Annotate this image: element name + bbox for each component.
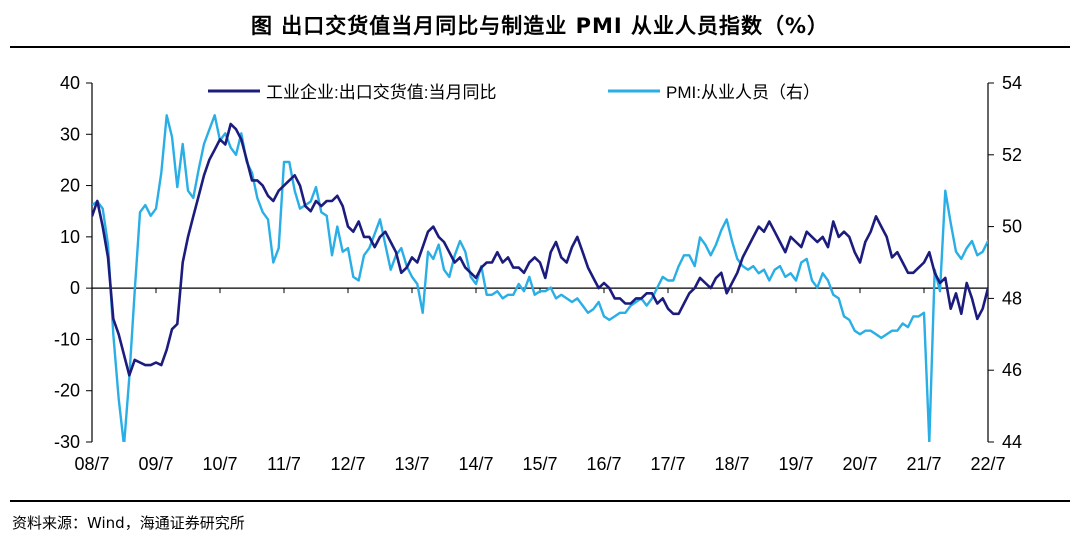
legend-label-export: 工业企业:出口交货值:当月同比 bbox=[266, 83, 496, 102]
x-tick-label: 20/7 bbox=[842, 454, 877, 474]
x-tick-label: 17/7 bbox=[650, 454, 685, 474]
y-right-tick-label: 44 bbox=[1002, 432, 1022, 452]
x-tick-label: 08/7 bbox=[74, 454, 109, 474]
x-tick-label: 15/7 bbox=[522, 454, 557, 474]
y-left-tick-label: -10 bbox=[54, 329, 80, 349]
x-tick-label: 10/7 bbox=[202, 454, 237, 474]
source-note: 资料来源：Wind，海通证券研究所 bbox=[12, 514, 245, 532]
y-left-tick-label: 10 bbox=[60, 227, 80, 247]
y-left-tick-label: 40 bbox=[60, 73, 80, 93]
x-tick-label: 21/7 bbox=[906, 454, 941, 474]
series-pmi-line bbox=[92, 114, 988, 442]
footer-divider bbox=[10, 500, 1070, 502]
x-tick-label: 22/7 bbox=[970, 454, 1005, 474]
x-tick-label: 13/7 bbox=[394, 454, 429, 474]
x-tick-label: 11/7 bbox=[267, 454, 301, 474]
series-layer bbox=[92, 114, 988, 442]
y-right-tick-label: 46 bbox=[1002, 360, 1022, 380]
x-tick-label: 18/7 bbox=[714, 454, 749, 474]
y-left-tick-label: -20 bbox=[54, 381, 80, 401]
x-tick-label: 12/7 bbox=[330, 454, 365, 474]
x-tick-label: 09/7 bbox=[138, 454, 173, 474]
y-left-tick-label: 20 bbox=[60, 176, 80, 196]
chart-title: 图 出口交货值当月同比与制造业 PMI 从业人员指数（%） bbox=[250, 14, 830, 38]
series-export-line bbox=[92, 122, 988, 377]
dual-axis-line-chart: -30 -20 -10 0 10 20 30 40 44 46 48 50 52 54 08/7 09/7 10… bbox=[54, 73, 1022, 474]
y-left-tick-label: -30 bbox=[54, 432, 80, 452]
axes-layer: -30 -20 -10 0 10 20 30 40 44 46 48 50 52 54 08/7 09/7 10… bbox=[54, 73, 1022, 474]
legend-label-pmi: PMI:从业人员（右） bbox=[666, 83, 820, 102]
title-divider bbox=[10, 46, 1070, 48]
x-tick-label: 14/7 bbox=[458, 454, 493, 474]
y-right-tick-label: 48 bbox=[1002, 288, 1022, 308]
y-right-tick-label: 50 bbox=[1002, 217, 1022, 237]
legend: 工业企业:出口交货值:当月同比 PMI:从业人员（右） bbox=[208, 83, 820, 102]
y-right-tick-label: 54 bbox=[1002, 73, 1022, 93]
x-tick-label: 16/7 bbox=[586, 454, 621, 474]
y-right-tick-label: 52 bbox=[1002, 145, 1022, 165]
x-tick-label: 19/7 bbox=[778, 454, 813, 474]
y-left-tick-label: 0 bbox=[70, 278, 80, 298]
y-left-tick-label: 30 bbox=[60, 124, 80, 144]
